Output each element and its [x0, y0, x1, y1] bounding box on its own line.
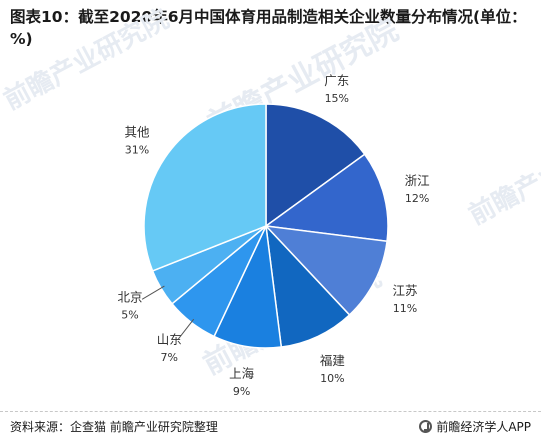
slice-name-label: 上海 — [229, 366, 255, 381]
source-note: 资料来源：企查猫 前瞻产业研究院整理 — [10, 420, 218, 434]
pie-slice-2 — [264, 224, 388, 316]
pie-chart: 前瞻产业研究院 前瞻产业研究院 前瞻产业研究院 前瞻产业研究院 广东15%浙江1… — [0, 3, 541, 398]
pie-slices — [143, 103, 389, 349]
watermark-text: 前瞻产业研究院 — [0, 3, 174, 116]
slice-name-label: 广东 — [324, 73, 349, 88]
watermark-text: 前瞻产业研究院 — [464, 118, 541, 231]
chart-title: 图表10：截至2020年6月中国体育用品制造相关企业数量分布情况(单位：%) — [10, 8, 527, 48]
footer-divider — [0, 411, 541, 412]
slice-value-label: 12% — [405, 192, 429, 205]
pie-slice-0 — [265, 103, 366, 228]
slice-labels: 广东 15% 浙江 12% 江苏 11% 福建 10% 上海 9% 山东 7% 北京 5% 其他 31% — [117, 73, 429, 398]
slice-name-label: 福建 — [320, 353, 346, 368]
brand-logo-icon — [419, 420, 433, 433]
pie-slice-1 — [264, 153, 389, 243]
slice-value-label: 5% — [121, 308, 138, 321]
brand: 前瞻经济学人APP — [419, 418, 531, 435]
leader-line-5 — [177, 318, 195, 341]
slice-value-label: 31% — [125, 143, 149, 156]
slice-value-label: 11% — [393, 302, 417, 315]
slice-value-label: 15% — [325, 92, 349, 105]
leader-lines — [141, 285, 195, 341]
brand-name: 前瞻经济学人APP — [436, 420, 531, 434]
slice-name-label: 北京 — [117, 289, 142, 304]
slice-value-label: 9% — [233, 385, 250, 398]
slice-name-label: 山东 — [157, 332, 182, 347]
pie-slice-3 — [264, 223, 351, 348]
slice-name-label: 江苏 — [392, 283, 417, 298]
slice-name-label: 其他 — [124, 124, 150, 139]
pie-slice-7 — [143, 103, 267, 272]
slice-value-label: 7% — [160, 351, 177, 364]
slice-value-label: 10% — [320, 372, 344, 385]
leader-line-6 — [141, 285, 165, 300]
slice-name-label: 浙江 — [405, 173, 430, 188]
